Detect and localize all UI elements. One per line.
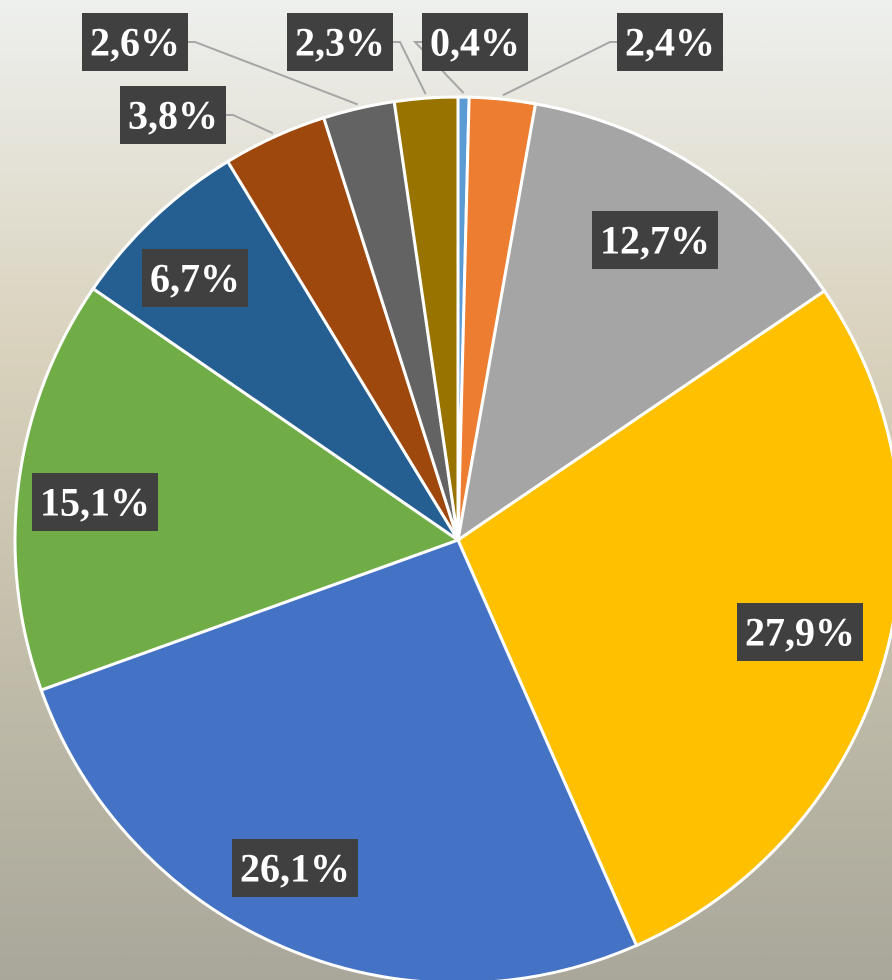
data-label: 2,3% bbox=[295, 20, 385, 65]
data-label: 27,9% bbox=[745, 610, 855, 655]
chart: 0,4% 2,4% 12,7% 27,9% 26,1% 15,1% 6,7% 3,8% 2,6%… bbox=[0, 0, 892, 980]
data-label: 2,4% bbox=[625, 20, 715, 65]
data-label: 12,7% bbox=[600, 218, 710, 263]
data-label: 0,4% bbox=[430, 20, 520, 65]
data-label: 2,6% bbox=[90, 20, 180, 65]
slices bbox=[15, 97, 892, 980]
data-label: 15,1% bbox=[40, 480, 150, 525]
data-label: 26,1% bbox=[240, 846, 350, 891]
data-label: 3,8% bbox=[128, 93, 218, 138]
data-label: 6,7% bbox=[150, 256, 240, 301]
